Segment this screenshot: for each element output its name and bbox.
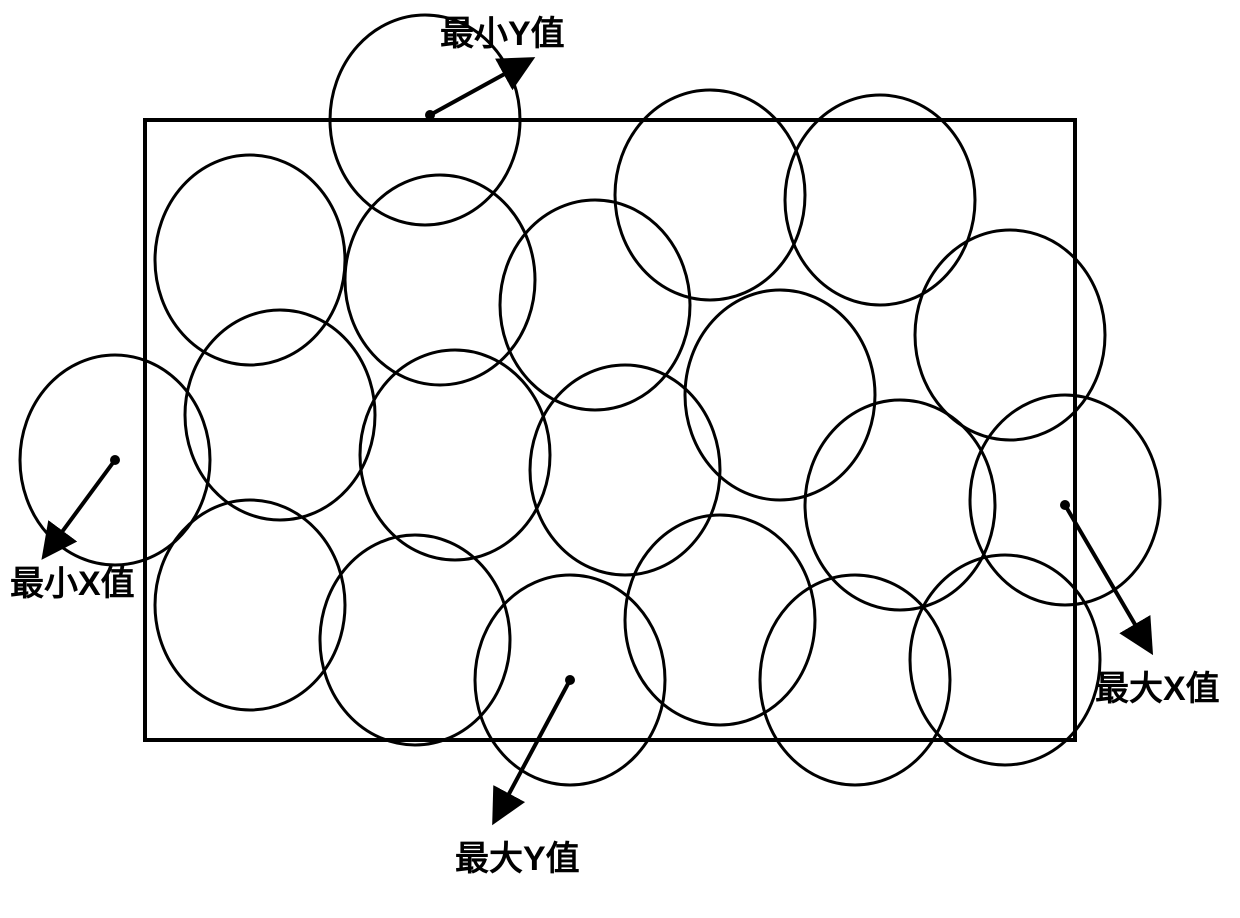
ellipse-10 (530, 365, 720, 575)
bounding-rect-layer (145, 120, 1075, 740)
ellipse-14 (155, 500, 345, 710)
ellipse-18 (760, 575, 950, 785)
ellipse-19 (910, 555, 1100, 765)
arrow-max-x (1065, 505, 1150, 650)
arrow-min-x (45, 460, 115, 555)
bounding-rect (145, 120, 1075, 740)
arrow-max-y (495, 680, 570, 820)
label-min-y: 最小Y值 (440, 15, 565, 53)
annotation-layer: 最小Y值最小X值最大X值最大Y值 (10, 15, 1220, 878)
ellipse-2 (785, 95, 975, 305)
label-min-x: 最小X值 (10, 565, 135, 603)
ellipse-8 (500, 200, 690, 410)
ellipse-7 (185, 310, 375, 520)
ellipse-layer (20, 15, 1160, 785)
dot-min-y (425, 110, 435, 120)
dot-max-x (1060, 500, 1070, 510)
diagram-canvas: 最小Y值最小X值最大X值最大Y值 (0, 0, 1240, 918)
dot-max-y (565, 675, 575, 685)
label-max-y: 最大Y值 (455, 840, 580, 878)
ellipse-3 (155, 155, 345, 365)
ellipse-9 (360, 350, 550, 560)
ellipse-4 (345, 175, 535, 385)
dot-min-x (110, 455, 120, 465)
ellipse-17 (625, 515, 815, 725)
ellipse-11 (685, 290, 875, 500)
label-max-x: 最大X值 (1095, 670, 1220, 708)
